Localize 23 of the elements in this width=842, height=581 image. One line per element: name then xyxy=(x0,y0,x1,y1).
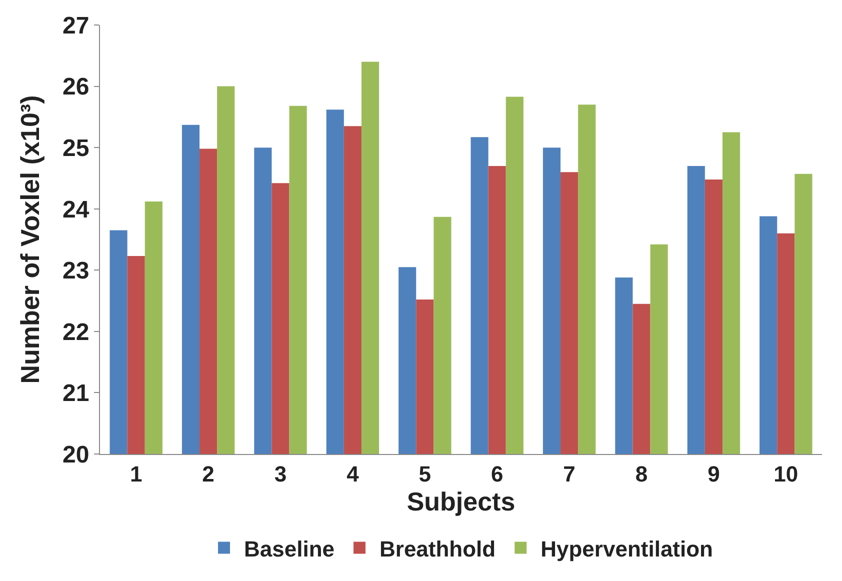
y-tick-label: 26 xyxy=(62,74,90,101)
y-tick-label: 20 xyxy=(62,441,90,468)
x-tick-label: 9 xyxy=(708,461,720,486)
y-tick-label: 22 xyxy=(62,318,90,346)
x-axis-title: Subjects xyxy=(406,486,516,516)
x-tick-label: 1 xyxy=(130,461,142,486)
y-tick-label: 23 xyxy=(62,258,90,285)
legend-label: Hyperventilation xyxy=(540,536,713,562)
legend-label: Baseline xyxy=(244,536,334,562)
legend-label: Breathhold xyxy=(380,536,496,562)
y-tick-label: 27 xyxy=(62,12,90,40)
y-tick-label: 24 xyxy=(62,196,90,224)
x-tick-label: 8 xyxy=(635,461,648,486)
x-tick-label: 7 xyxy=(563,461,576,486)
x-tick-label: 10 xyxy=(774,461,798,486)
x-tick-label: 2 xyxy=(202,461,214,486)
y-axis-title: Number of Voxlel (x10³) xyxy=(14,95,45,384)
x-tick-label: 6 xyxy=(490,461,504,486)
x-tick-label: 3 xyxy=(274,461,287,486)
y-tick-label: 25 xyxy=(62,134,90,162)
x-tick-label: 4 xyxy=(346,461,360,486)
x-tick-label: 5 xyxy=(418,461,432,486)
y-tick-label: 21 xyxy=(62,380,90,408)
